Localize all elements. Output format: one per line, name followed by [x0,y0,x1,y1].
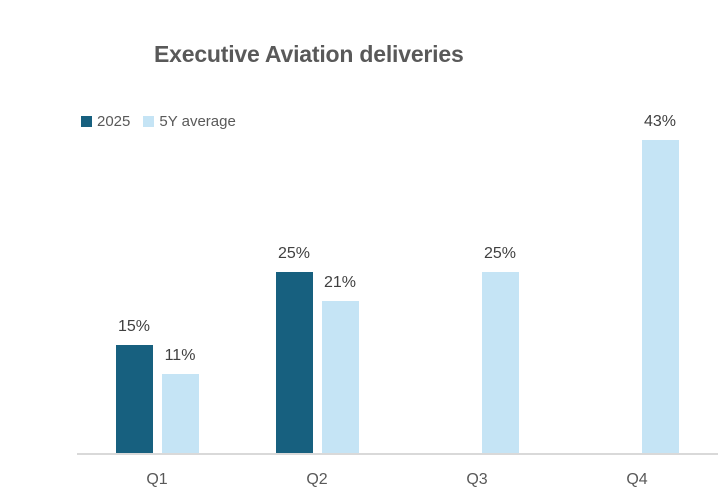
bar-5y-average-q3: 25% [481,245,519,455]
data-label-5y-average-q2: 21% [323,274,357,291]
bar-5y-average-q4: 43% [641,113,679,455]
bar-5y-average-q1: 11% [161,347,199,455]
bar-5y-average-q2: 21% [321,274,359,455]
x-axis-label-q2: Q2 [306,471,328,488]
bar-slot: 21% [321,274,359,455]
bar-slot: 15% [115,318,153,455]
legend-item-2025: 2025 [81,113,130,130]
bar-group-q4: 43% [557,96,717,455]
x-axis-label-q1: Q1 [146,471,168,488]
bar-2025-q1: 15% [115,318,153,455]
bar-group-q3: 25% [397,96,557,455]
data-label-5y-average-q3: 25% [483,245,517,262]
bar-group-q2: 25% 21% [237,96,397,455]
legend-swatch-2025 [81,116,92,127]
data-label-5y-average-q4: 43% [643,113,677,130]
legend-label-5y-average: 5Y average [159,113,236,130]
bar-slot: 43% [641,113,679,455]
data-label-2025-q2: 25% [277,245,311,262]
legend-label-2025: 2025 [97,113,131,130]
chart-title: Executive Aviation deliveries [154,41,464,67]
bar-slot: 11% [161,347,199,455]
x-axis-label-q3: Q3 [466,471,488,488]
bar-2025-q2: 25% [275,245,313,455]
legend-swatch-5y-average [143,116,155,127]
bar-slot: 25% [481,245,519,455]
data-label-2025-q1: 15% [117,318,151,335]
x-axis-labels: Q1 Q2 Q3 Q4 [77,470,717,490]
x-axis-label-q4: Q4 [626,471,648,488]
x-axis-line [77,453,718,455]
legend: 2025 5Y average [81,113,236,130]
data-label-5y-average-q1: 11% [164,347,196,364]
bar-group-q1: 15% 11% [77,96,237,455]
plot-area: 15% 11% 25% 21% 25% 43% [77,96,717,455]
legend-item-5y-average: 5Y average [143,113,236,130]
bar-slot: 25% [275,245,313,455]
